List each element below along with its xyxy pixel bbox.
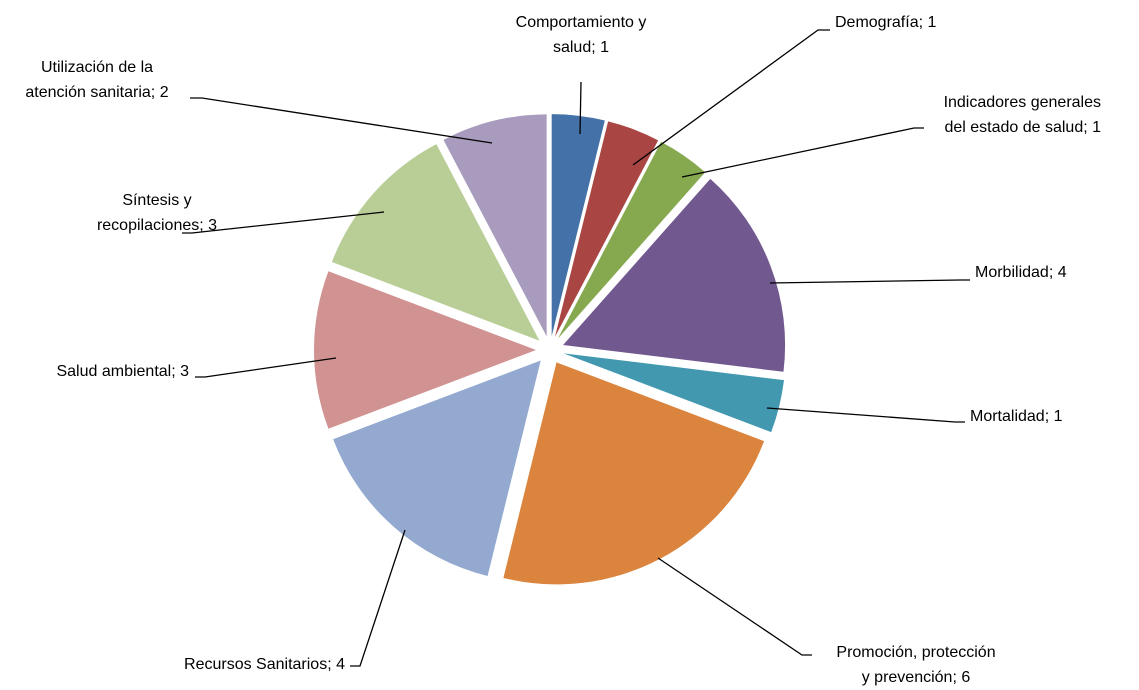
pie-slice-promocion-proteccion-y-prevencion [503, 362, 765, 585]
pie-slice-comportamiento-y-salud [551, 114, 605, 337]
data-label-line: Síntesis y [122, 192, 191, 209]
data-label-line: Recursos Sanitarios; 4 [184, 656, 345, 673]
data-label-line: del estado de salud; 1 [944, 119, 1101, 136]
pie-slice-indicadores-generales-del-estado-de-salud [557, 141, 706, 339]
data-label-line: atención sanitaria; 2 [25, 84, 168, 101]
leader-line-comportamiento-y-salud [579, 81, 582, 135]
leader-line-salud-ambiental [195, 357, 337, 378]
pie-slice-demografia [554, 121, 659, 337]
data-label-comportamiento-y-salud: Comportamiento y salud; 1 [516, 14, 647, 56]
data-label-line: Comportamiento y [516, 14, 647, 31]
data-label-line: Morbilidad; 4 [975, 264, 1067, 281]
data-label-mortalidad: Mortalidad; 1 [970, 408, 1063, 425]
data-label-sintesis-y-recopilaciones: Síntesis y recopilaciones; 3 [97, 192, 217, 234]
leader-line-utilizacion-de-la-atencion-sanitaria [190, 97, 493, 144]
pie-slice-morbilidad [563, 178, 786, 372]
pie-slice-recursos-sanitarios [333, 360, 541, 577]
pie-slice-utilizacion-de-la-atencion-sanitaria [443, 114, 547, 337]
leader-line-recursos-sanitarios [350, 529, 406, 667]
data-label-promocion-proteccion-y-prevencion: Promoción, protección y prevención; 6 [836, 644, 995, 686]
data-label-line: Indicadores generales [944, 94, 1101, 111]
data-label-indicadores-generales-del-estado-de-salud: Indicadores generales del estado de salud… [944, 94, 1102, 136]
leader-line-sintesis-y-recopilaciones [182, 211, 385, 234]
leader-line-mortalidad [766, 407, 965, 423]
data-label-line: Utilización de la [41, 59, 153, 76]
data-label-line: Demografía; 1 [835, 14, 936, 31]
pie-slice-salud-ambiental [314, 271, 536, 429]
data-label-line: Salud ambiental; 3 [56, 363, 189, 380]
data-label-line: Promoción, protección [836, 644, 995, 661]
leader-line-morbilidad [769, 279, 970, 284]
data-label-morbilidad: Morbilidad; 4 [975, 264, 1067, 281]
pie-slice-sintesis-y-recopilaciones [331, 144, 540, 341]
data-label-recursos-sanitarios: Recursos Sanitarios; 4 [184, 656, 345, 673]
data-label-salud-ambiental: Salud ambiental; 3 [56, 363, 189, 380]
data-label-line: recopilaciones; 3 [97, 217, 217, 234]
data-label-line: Mortalidad; 1 [970, 408, 1063, 425]
pie-slice-mortalidad [563, 353, 784, 433]
leader-line-promocion-proteccion-y-prevencion [657, 557, 812, 656]
leader-line-indicadores-generales-del-estado-de-salud [681, 127, 924, 178]
data-label-utilizacion-de-la-atencion-sanitaria: Utilización de la atención sanitaria; 2 [25, 59, 168, 101]
data-label-line: y prevención; 6 [862, 669, 971, 686]
data-label-line: salud; 1 [553, 39, 609, 56]
leader-line-demografia [632, 29, 830, 166]
data-label-demografia: Demografía; 1 [835, 14, 936, 31]
